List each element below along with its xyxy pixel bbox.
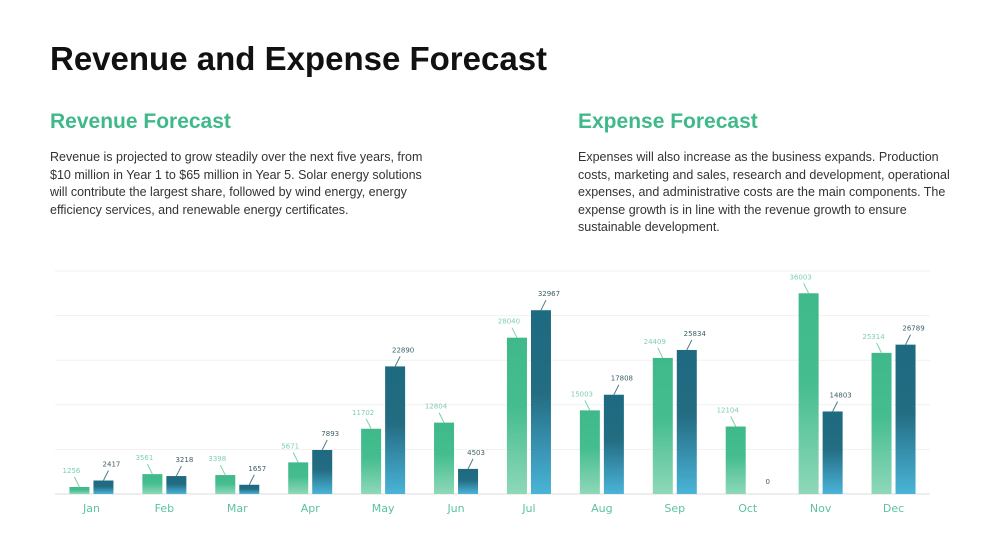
x-tick-label: Nov [810,502,832,515]
data-label-leader [248,474,255,485]
data-label: 0 [765,478,769,486]
bar-expense [895,344,916,494]
bar-revenue [798,293,819,494]
data-label-leader [103,470,109,481]
data-label-leader [394,356,401,367]
bar-expense [458,468,479,494]
data-label: 2417 [103,461,121,469]
data-label: 24409 [644,338,666,346]
data-label-leader [657,347,664,359]
data-label-leader [365,418,372,429]
page-title: Revenue and Expense Forecast [50,40,548,77]
data-label-leader [438,412,445,423]
data-label: 14803 [829,391,851,399]
data-label: 1657 [248,465,266,473]
bar-revenue [69,486,90,494]
data-label: 12104 [717,407,740,415]
x-tick-label: Aug [591,502,612,515]
data-label-leader [613,384,620,395]
data-label-leader [905,334,911,345]
data-label-leader [74,476,80,488]
x-tick-label: Mar [227,502,248,515]
x-tick-label: Oct [738,502,758,515]
bar-revenue [215,475,236,494]
data-label-leader [219,464,226,476]
data-label: 12804 [425,403,448,411]
data-label: 28040 [498,318,520,326]
bar-expense [312,449,333,494]
expense-heading: Expense Forecast [578,110,758,133]
data-label: 3218 [175,456,193,464]
data-label: 17808 [611,375,633,383]
bar-revenue [652,357,673,494]
x-tick-label: Jul [521,502,535,515]
bar-expense [530,310,551,494]
bar-revenue [288,462,309,494]
x-tick-label: Sep [664,502,685,515]
data-label-leader [832,401,839,412]
data-label: 7893 [321,430,339,438]
data-label: 3561 [135,454,153,462]
data-label: 11702 [352,409,374,417]
data-label-leader [292,452,299,463]
x-tick-label: Dec [883,502,904,515]
data-label: 15003 [571,390,593,398]
bar-revenue [725,426,746,494]
bar-revenue [142,474,163,494]
data-label-leader [730,416,737,427]
bar-expense [166,476,187,494]
bar-revenue [361,428,382,494]
data-label: 4503 [467,449,485,457]
revenue-text: Revenue is projected to grow steadily ov… [50,150,423,217]
data-label: 25314 [862,333,885,341]
data-label: 36003 [789,273,811,281]
data-label-leader [146,463,153,475]
data-label: 3398 [208,455,226,463]
bar-revenue [871,352,892,494]
bar-revenue [506,337,527,494]
x-tick-label: Jun [446,502,464,515]
bar-expense [603,394,624,494]
bar-expense [239,484,260,494]
x-tick-label: Apr [301,502,321,515]
data-label-leader [803,283,810,294]
x-tick-label: May [372,502,395,515]
data-label-leader [876,342,882,354]
data-label: 32967 [538,290,560,298]
data-label: 5671 [281,442,299,450]
data-label-leader [540,299,547,311]
bar-expense [676,349,697,494]
bar-expense [93,480,114,494]
data-label-leader [686,339,693,351]
x-tick-label: Jan [82,502,100,515]
revenue-heading: Revenue Forecast [50,110,231,133]
data-label-leader [467,458,474,470]
bar-revenue [579,410,600,494]
data-label-leader [321,439,328,451]
data-label: 25834 [684,330,707,338]
data-label: 26789 [902,325,924,333]
data-label: 1256 [63,467,81,475]
data-label-leader [584,400,591,411]
bar-expense [822,411,843,494]
data-label-leader [175,465,182,477]
data-label-leader [511,327,518,338]
expense-text: Expenses will also increase as the busin… [578,150,950,234]
bar-revenue [434,422,455,494]
data-label: 22890 [392,346,414,354]
x-tick-label: Feb [155,502,174,515]
bar-expense [385,366,406,494]
